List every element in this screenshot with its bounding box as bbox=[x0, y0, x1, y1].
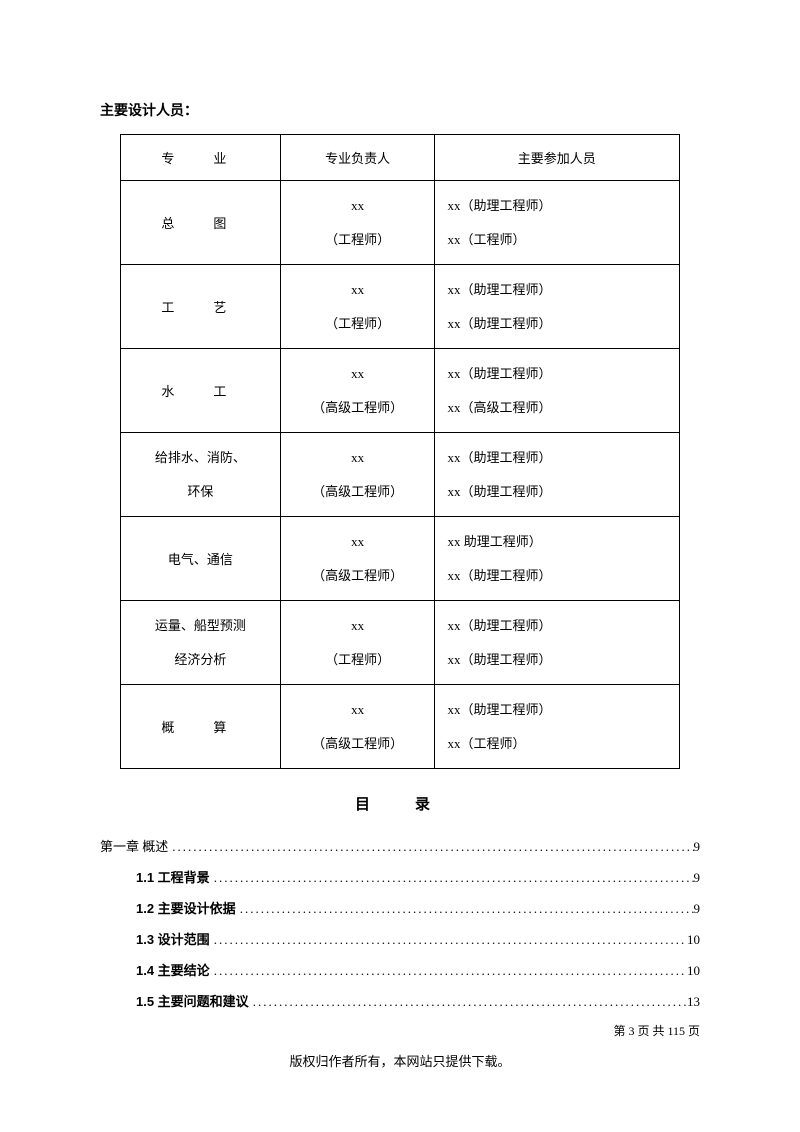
header-participants: 主要参加人员 bbox=[435, 135, 680, 181]
toc-dots bbox=[210, 963, 687, 979]
lead-title: （工程师） bbox=[282, 223, 434, 257]
toc-dots bbox=[168, 839, 693, 855]
lead-title: （高级工程师） bbox=[282, 559, 434, 593]
table-header-row: 专 业 专业负责人 主要参加人员 bbox=[121, 135, 680, 181]
cell-lead: xx （工程师） bbox=[280, 265, 435, 349]
cell-lead: xx （高级工程师） bbox=[280, 433, 435, 517]
specialty-line: 给排水、消防、 bbox=[122, 441, 279, 475]
cell-specialty: 运量、船型预测 经济分析 bbox=[121, 601, 281, 685]
header-specialty: 专 业 bbox=[121, 135, 281, 181]
cell-lead: xx （高级工程师） bbox=[280, 685, 435, 769]
toc-list: 第一章 概述 9 1.1 工程背景 9 1.2 主要设计依据 9 1.3 设计范… bbox=[100, 836, 700, 1010]
cell-lead: xx （工程师） bbox=[280, 601, 435, 685]
participant: xx（助理工程师） bbox=[447, 609, 678, 643]
participant: xx（助理工程师） bbox=[447, 643, 678, 677]
lead-title: （工程师） bbox=[282, 307, 434, 341]
table-row: 工 艺 xx （工程师） xx（助理工程师） xx（助理工程师） bbox=[121, 265, 680, 349]
participant: xx（助理工程师） bbox=[447, 357, 678, 391]
toc-label: 第一章 概述 bbox=[100, 836, 168, 855]
cell-participants: xx 助理工程师） xx（助理工程师） bbox=[435, 517, 680, 601]
cell-specialty: 水 工 bbox=[121, 349, 281, 433]
header-lead: 专业负责人 bbox=[280, 135, 435, 181]
toc-page: 10 bbox=[687, 932, 700, 948]
cell-participants: xx（助理工程师） xx（助理工程师） bbox=[435, 265, 680, 349]
participant: xx（助理工程师） bbox=[447, 189, 678, 223]
lead-title: （高级工程师） bbox=[282, 475, 434, 509]
toc-dots bbox=[236, 901, 694, 917]
participant: xx（工程师） bbox=[447, 223, 678, 257]
participant: xx（助理工程师） bbox=[447, 475, 678, 509]
lead-name: xx bbox=[282, 189, 434, 223]
cell-specialty: 工 艺 bbox=[121, 265, 281, 349]
toc-row: 1.4 主要结论 10 bbox=[100, 960, 700, 979]
toc-dots bbox=[249, 994, 687, 1010]
lead-name: xx bbox=[282, 525, 434, 559]
cell-lead: xx （工程师） bbox=[280, 181, 435, 265]
participant: xx（助理工程师） bbox=[447, 441, 678, 475]
specialty-line: 经济分析 bbox=[122, 643, 279, 677]
lead-title: （高级工程师） bbox=[282, 391, 434, 425]
cell-participants: xx（助理工程师） xx（工程师） bbox=[435, 685, 680, 769]
participant: xx 助理工程师） bbox=[447, 525, 678, 559]
table-row: 电气、通信 xx （高级工程师） xx 助理工程师） xx（助理工程师） bbox=[121, 517, 680, 601]
toc-label: 1.2 主要设计依据 bbox=[136, 898, 236, 917]
toc-dots bbox=[210, 932, 687, 948]
toc-label: 1.4 主要结论 bbox=[136, 960, 210, 979]
table-row: 总 图 xx （工程师） xx（助理工程师） xx（工程师） bbox=[121, 181, 680, 265]
toc-label: 1.5 主要问题和建议 bbox=[136, 991, 249, 1010]
cell-lead: xx （高级工程师） bbox=[280, 517, 435, 601]
lead-name: xx bbox=[282, 693, 434, 727]
table-row: 运量、船型预测 经济分析 xx （工程师） xx（助理工程师） xx（助理工程师… bbox=[121, 601, 680, 685]
toc-row: 第一章 概述 9 bbox=[100, 836, 700, 855]
participant: xx（高级工程师） bbox=[447, 391, 678, 425]
cell-participants: xx（助理工程师） xx（高级工程师） bbox=[435, 349, 680, 433]
table-row: 水 工 xx （高级工程师） xx（助理工程师） xx（高级工程师） bbox=[121, 349, 680, 433]
toc-page: 9 bbox=[694, 870, 701, 886]
lead-name: xx bbox=[282, 273, 434, 307]
participant: xx（助理工程师） bbox=[447, 559, 678, 593]
toc-row: 1.2 主要设计依据 9 bbox=[100, 898, 700, 917]
lead-name: xx bbox=[282, 357, 434, 391]
cell-specialty: 给排水、消防、 环保 bbox=[121, 433, 281, 517]
toc-row: 1.1 工程背景 9 bbox=[100, 867, 700, 886]
cell-participants: xx（助理工程师） xx（助理工程师） bbox=[435, 601, 680, 685]
cell-specialty: 电气、通信 bbox=[121, 517, 281, 601]
cell-specialty: 概 算 bbox=[121, 685, 281, 769]
specialty-line: 运量、船型预测 bbox=[122, 609, 279, 643]
toc-row: 1.5 主要问题和建议 13 bbox=[100, 991, 700, 1010]
cell-specialty: 总 图 bbox=[121, 181, 281, 265]
toc-page: 9 bbox=[694, 839, 701, 855]
lead-name: xx bbox=[282, 609, 434, 643]
personnel-table: 专 业 专业负责人 主要参加人员 总 图 xx （工程师） xx（助理工程师） … bbox=[120, 134, 680, 769]
cell-participants: xx（助理工程师） xx（工程师） bbox=[435, 181, 680, 265]
document-page: 主要设计人员： 专 业 专业负责人 主要参加人员 总 图 xx （工程师） xx… bbox=[0, 0, 800, 1100]
copyright-note: 版权归作者所有，本网站只提供下载。 bbox=[100, 1051, 700, 1070]
lead-title: （工程师） bbox=[282, 643, 434, 677]
participant: xx（工程师） bbox=[447, 727, 678, 761]
table-row: 概 算 xx （高级工程师） xx（助理工程师） xx（工程师） bbox=[121, 685, 680, 769]
toc-page: 9 bbox=[694, 901, 701, 917]
toc-label: 1.3 设计范围 bbox=[136, 929, 210, 948]
toc-row: 1.3 设计范围 10 bbox=[100, 929, 700, 948]
cell-participants: xx（助理工程师） xx（助理工程师） bbox=[435, 433, 680, 517]
participant: xx（助理工程师） bbox=[447, 307, 678, 341]
lead-name: xx bbox=[282, 441, 434, 475]
specialty-line: 环保 bbox=[122, 475, 279, 509]
toc-title: 目 录 bbox=[100, 793, 700, 814]
participant: xx（助理工程师） bbox=[447, 273, 678, 307]
toc-page: 10 bbox=[687, 963, 700, 979]
toc-page: 13 bbox=[687, 994, 700, 1010]
cell-lead: xx （高级工程师） bbox=[280, 349, 435, 433]
toc-label: 1.1 工程背景 bbox=[136, 867, 210, 886]
section-title: 主要设计人员： bbox=[100, 100, 700, 120]
toc-dots bbox=[210, 870, 694, 886]
lead-title: （高级工程师） bbox=[282, 727, 434, 761]
table-row: 给排水、消防、 环保 xx （高级工程师） xx（助理工程师） xx（助理工程师… bbox=[121, 433, 680, 517]
page-footer: 第 3 页 共 115 页 bbox=[100, 1022, 700, 1039]
participant: xx（助理工程师） bbox=[447, 693, 678, 727]
